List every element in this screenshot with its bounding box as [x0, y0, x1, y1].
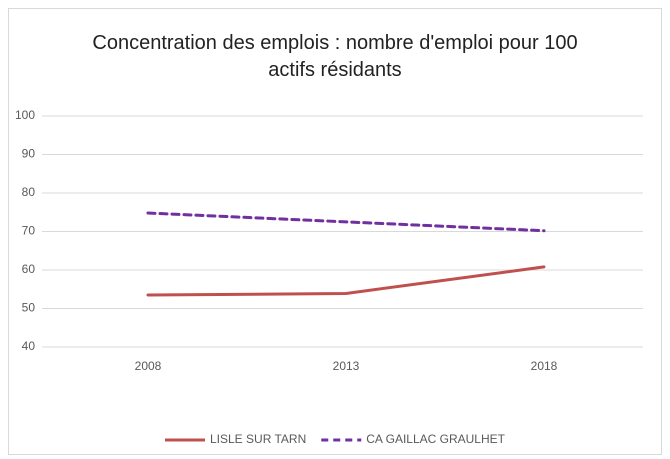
x-tick-label: 2013 — [333, 359, 360, 373]
chart-title: Concentration des emplois : nombre d'emp… — [92, 32, 578, 81]
legend-label: CA GAILLAC GRAULHET — [366, 432, 505, 446]
chart-border — [8, 8, 662, 455]
y-tick-label: 80 — [22, 185, 36, 199]
y-tick-label: 70 — [22, 224, 36, 238]
series-line — [146, 211, 546, 233]
x-tick-label: 2008 — [135, 359, 162, 373]
y-tick-label: 60 — [22, 262, 36, 276]
x-tick-label: 2018 — [531, 359, 558, 373]
y-tick-label: 100 — [15, 108, 35, 122]
y-tick-label: 50 — [22, 301, 36, 315]
y-tick-label: 90 — [22, 147, 36, 161]
series-line — [146, 265, 546, 297]
y-tick-label: 40 — [22, 339, 36, 353]
legend-label: LISLE SUR TARN — [210, 432, 306, 446]
